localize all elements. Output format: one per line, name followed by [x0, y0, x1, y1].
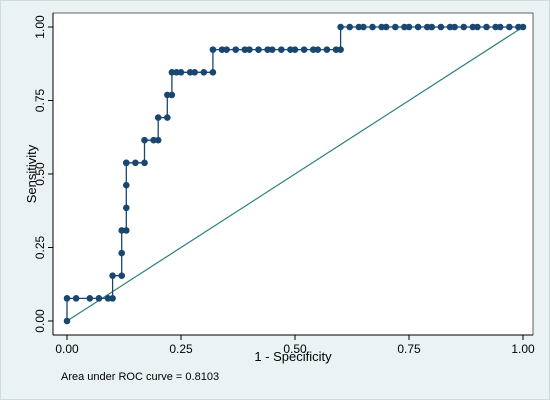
roc-point	[122, 227, 130, 234]
roc-point	[291, 46, 299, 53]
roc-point	[218, 46, 226, 53]
roc-point	[186, 68, 194, 76]
roc-point	[141, 136, 148, 144]
roc-point	[63, 317, 71, 325]
roc-point	[451, 23, 458, 31]
roc-point	[309, 46, 317, 53]
roc-point	[437, 23, 445, 31]
auc-annotation: Area under ROC curve = 0.8103	[61, 371, 219, 383]
roc-point	[300, 46, 308, 53]
roc-point	[405, 23, 413, 31]
roc-points	[63, 23, 527, 325]
roc-point	[141, 159, 148, 167]
roc-point	[63, 295, 71, 302]
x-tick-label: 0.00	[55, 342, 79, 356]
roc-point	[209, 68, 217, 76]
roc-point	[323, 46, 331, 53]
roc-point	[191, 68, 198, 76]
roc-point	[173, 68, 180, 76]
roc-point	[446, 23, 454, 31]
roc-point	[401, 23, 408, 31]
roc-point	[255, 46, 262, 53]
roc-point	[496, 23, 504, 31]
y-tick-label: 0.75	[33, 88, 47, 112]
roc-point	[122, 204, 130, 212]
roc-point	[332, 46, 340, 53]
roc-point	[223, 46, 230, 53]
roc-point	[232, 46, 240, 53]
x-tick-label: 0.75	[397, 342, 421, 356]
roc-point	[337, 46, 344, 53]
x-axis-ticks: 0.00 0.25 0.50 0.75 1.00	[55, 335, 535, 356]
plot-area	[52, 12, 534, 336]
y-tick-label: 1.00	[33, 15, 47, 39]
roc-point	[118, 272, 126, 280]
roc-point	[492, 23, 499, 31]
roc-point	[177, 68, 185, 76]
roc-point	[118, 227, 126, 234]
roc-point	[95, 295, 103, 302]
roc-point	[72, 295, 80, 302]
roc-point	[483, 23, 490, 31]
y-tick-label: 0.50	[33, 162, 47, 186]
roc-point	[118, 249, 126, 257]
roc-point	[168, 68, 176, 76]
roc-point	[264, 46, 271, 53]
roc-point	[209, 46, 217, 53]
roc-point	[423, 23, 431, 31]
roc-point	[154, 114, 162, 121]
roc-point	[287, 46, 294, 53]
roc-point	[164, 114, 171, 121]
roc-point	[378, 23, 385, 31]
roc-point	[474, 23, 481, 31]
roc-point	[109, 295, 116, 302]
roc-point	[519, 23, 527, 31]
roc-point	[246, 46, 253, 53]
x-tick-label: 0.25	[169, 342, 193, 356]
roc-point	[469, 23, 477, 31]
roc-point	[382, 23, 390, 31]
roc-point	[515, 23, 522, 31]
y-tick-label: 0.25	[33, 235, 47, 259]
roc-point	[369, 23, 376, 31]
roc-point	[132, 159, 139, 167]
roc-point	[168, 91, 176, 99]
roc-point	[150, 136, 157, 144]
roc-point	[109, 272, 116, 280]
roc-point	[122, 159, 130, 167]
x-tick-label: 1.00	[511, 342, 535, 356]
roc-point	[164, 91, 171, 99]
roc-point	[86, 295, 94, 302]
roc-point	[104, 295, 112, 302]
y-axis-title: Sensitivity	[24, 144, 39, 203]
x-tick-label: 0.50	[283, 342, 307, 356]
roc-point	[428, 23, 436, 31]
roc-point	[337, 23, 344, 31]
roc-point	[506, 23, 513, 31]
roc-point	[360, 23, 367, 31]
roc-point	[460, 23, 468, 31]
reference-line	[66, 26, 524, 322]
y-axis-ticks: 0.00 0.25 0.50 0.75 1.00	[33, 15, 53, 333]
roc-point	[346, 23, 354, 31]
roc-point	[314, 46, 322, 53]
x-axis-title: 1 - Specificity	[254, 349, 332, 364]
roc-point	[241, 46, 249, 53]
roc-point	[414, 23, 422, 31]
roc-point	[278, 46, 285, 53]
roc-point	[154, 136, 162, 144]
roc-point	[268, 46, 276, 53]
y-tick-label: 0.00	[33, 309, 47, 333]
roc-point	[122, 181, 130, 189]
roc-point	[355, 23, 363, 31]
roc-point	[392, 23, 399, 31]
roc-point	[200, 68, 208, 76]
